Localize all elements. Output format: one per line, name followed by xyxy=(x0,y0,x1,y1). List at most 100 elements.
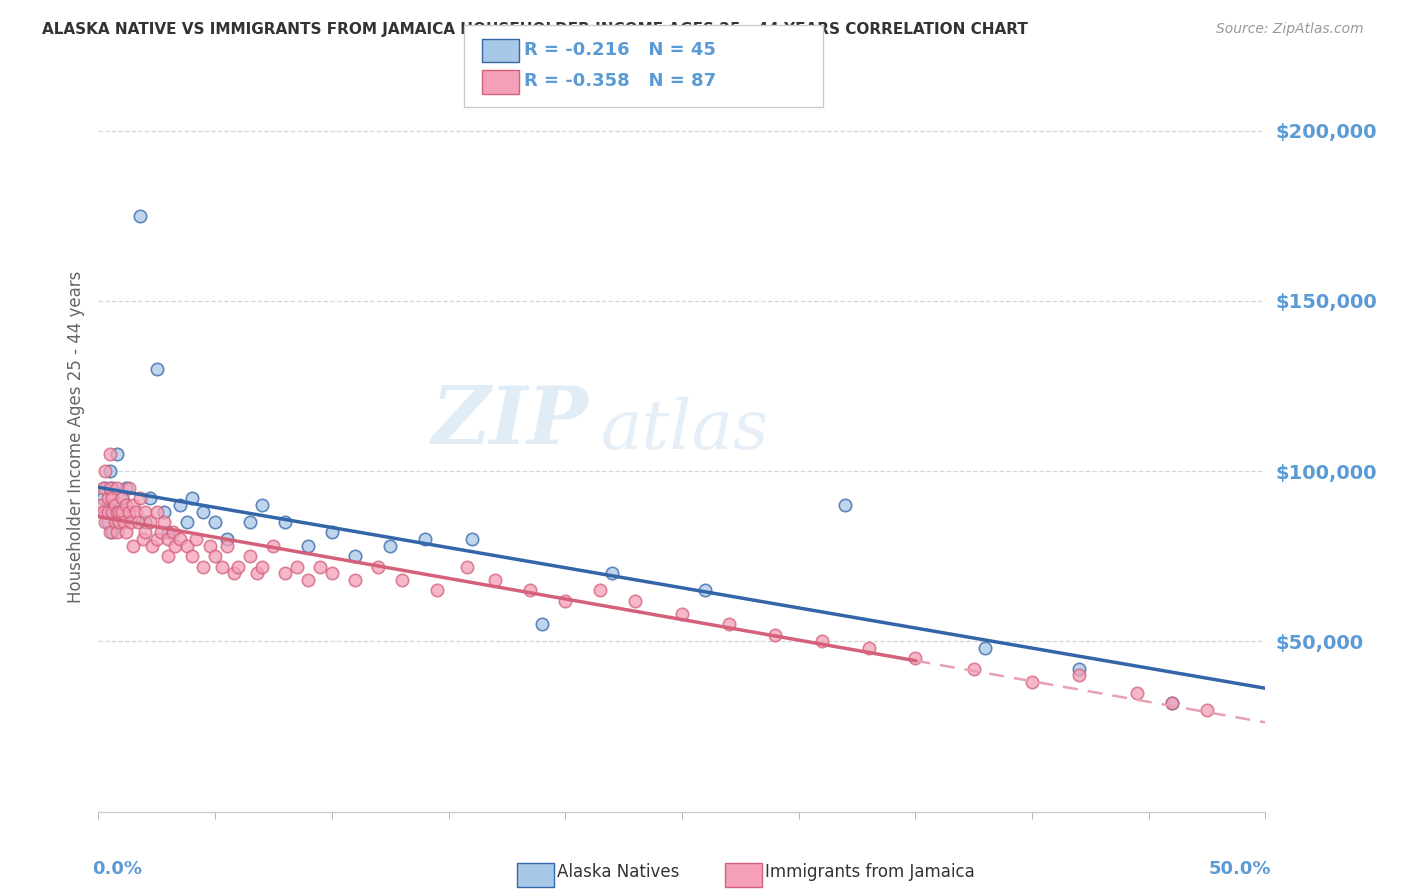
Point xyxy=(105,505,128,519)
Point xyxy=(321,566,343,581)
Point xyxy=(94,515,117,529)
Point xyxy=(101,505,124,519)
Point xyxy=(111,515,134,529)
Point xyxy=(186,533,208,547)
Point xyxy=(104,515,127,529)
Point xyxy=(180,549,202,564)
Point xyxy=(111,505,134,519)
Point xyxy=(297,539,319,553)
Point xyxy=(239,549,262,564)
Point xyxy=(118,505,141,519)
Point xyxy=(169,533,191,547)
Text: Alaska Natives: Alaska Natives xyxy=(557,863,679,881)
Point xyxy=(111,491,134,506)
Point xyxy=(1195,702,1218,716)
Point xyxy=(134,525,156,540)
Point xyxy=(104,498,127,512)
Point xyxy=(105,525,128,540)
Point xyxy=(180,491,202,506)
Point xyxy=(94,505,117,519)
Point xyxy=(139,515,162,529)
Point xyxy=(146,505,169,519)
Point xyxy=(127,515,149,529)
Point xyxy=(105,515,128,529)
Point xyxy=(129,209,152,223)
Point xyxy=(1067,662,1090,676)
Point xyxy=(717,617,740,632)
Point xyxy=(157,549,180,564)
Point xyxy=(94,464,117,478)
Point xyxy=(974,641,997,656)
Point xyxy=(834,498,856,512)
Point xyxy=(98,481,121,495)
Point xyxy=(193,559,215,574)
Point xyxy=(413,533,436,547)
Y-axis label: Householder Income Ages 25 - 44 years: Householder Income Ages 25 - 44 years xyxy=(66,271,84,603)
Text: R = -0.358   N = 87: R = -0.358 N = 87 xyxy=(524,72,717,90)
Point xyxy=(118,481,141,495)
Point xyxy=(211,559,233,574)
Text: ZIP: ZIP xyxy=(432,384,589,461)
Point xyxy=(1161,696,1184,710)
Point xyxy=(530,617,553,632)
Point xyxy=(157,533,180,547)
Point xyxy=(1067,668,1090,682)
Point xyxy=(90,498,112,512)
Point xyxy=(250,498,273,512)
Point xyxy=(169,498,191,512)
Point xyxy=(115,525,138,540)
Point xyxy=(115,481,138,495)
Point xyxy=(104,498,127,512)
Point xyxy=(1161,696,1184,710)
Point xyxy=(246,566,269,581)
Point xyxy=(1021,675,1043,690)
Point xyxy=(101,481,124,495)
Point xyxy=(165,539,187,553)
Point xyxy=(134,515,156,529)
Point xyxy=(122,498,145,512)
Point xyxy=(98,464,121,478)
Point xyxy=(150,525,173,540)
Point xyxy=(262,539,284,553)
Text: 0.0%: 0.0% xyxy=(93,861,142,879)
Point xyxy=(228,559,250,574)
Point xyxy=(391,573,413,587)
Point xyxy=(98,447,121,461)
Point xyxy=(108,515,131,529)
Point xyxy=(250,559,273,574)
Point xyxy=(112,515,135,529)
Point xyxy=(222,566,245,581)
Point xyxy=(105,447,128,461)
Point xyxy=(120,515,142,529)
Point xyxy=(297,573,319,587)
Text: ALASKA NATIVE VS IMMIGRANTS FROM JAMAICA HOUSEHOLDER INCOME AGES 25 - 44 YEARS C: ALASKA NATIVE VS IMMIGRANTS FROM JAMAICA… xyxy=(42,22,1028,37)
Point xyxy=(176,539,198,553)
Point xyxy=(204,515,226,529)
Point xyxy=(215,539,238,553)
Point xyxy=(671,607,693,622)
Point xyxy=(456,559,478,574)
Point xyxy=(152,515,174,529)
Point xyxy=(344,573,367,587)
Point xyxy=(1126,685,1149,699)
Point xyxy=(108,505,131,519)
Point xyxy=(193,505,215,519)
Point xyxy=(321,525,343,540)
Point xyxy=(132,533,155,547)
Text: Immigrants from Jamaica: Immigrants from Jamaica xyxy=(765,863,974,881)
Point xyxy=(380,539,402,553)
Point xyxy=(695,583,717,598)
Point xyxy=(274,566,297,581)
Point xyxy=(146,533,169,547)
Text: atlas: atlas xyxy=(600,396,769,463)
Point xyxy=(239,515,262,529)
Point xyxy=(111,491,134,506)
Point xyxy=(104,505,127,519)
Point xyxy=(115,498,138,512)
Point xyxy=(554,593,576,607)
Point xyxy=(146,362,169,376)
Point xyxy=(141,539,163,553)
Point xyxy=(97,505,120,519)
Point xyxy=(97,515,120,529)
Point xyxy=(426,583,449,598)
